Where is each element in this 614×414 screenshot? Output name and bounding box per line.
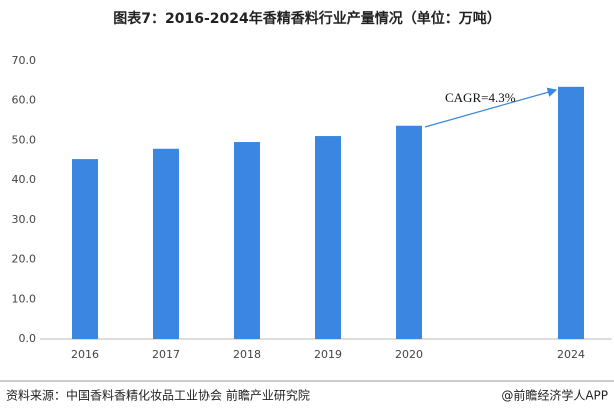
credit: @前瞻经济学人APP (501, 388, 608, 403)
y-tick-label: 40.0 (12, 173, 37, 186)
bar (396, 125, 422, 339)
bar (558, 86, 584, 339)
y-tick-label: 0.0 (19, 332, 37, 345)
x-tick-label: 2018 (233, 348, 261, 361)
y-tick-label: 70.0 (12, 54, 37, 67)
x-tick-label: 2019 (314, 348, 342, 361)
x-tick-label: 2016 (71, 348, 99, 361)
y-tick-label: 20.0 (12, 253, 37, 266)
x-tick-label: 2020 (395, 348, 423, 361)
bar (315, 136, 341, 339)
annotation: CAGR=4.3% (445, 90, 516, 105)
y-tick-label: 60.0 (12, 94, 37, 107)
y-tick-label: 50.0 (12, 133, 37, 146)
bar (234, 142, 260, 339)
bar (72, 159, 98, 339)
y-tick-label: 10.0 (12, 292, 37, 305)
y-tick-label: 30.0 (12, 213, 37, 226)
bar (153, 148, 179, 339)
annotation-arrow (424, 87, 558, 128)
source: 资料来源：中国香料香精化妆品工业协会 前瞻产业研究院 (6, 388, 310, 403)
x-tick-label: 2017 (152, 348, 180, 361)
chart-title: 图表7：2016-2024年香精香料行业产量情况（单位：万吨） (113, 10, 500, 27)
x-tick-label: 2024 (557, 348, 585, 361)
